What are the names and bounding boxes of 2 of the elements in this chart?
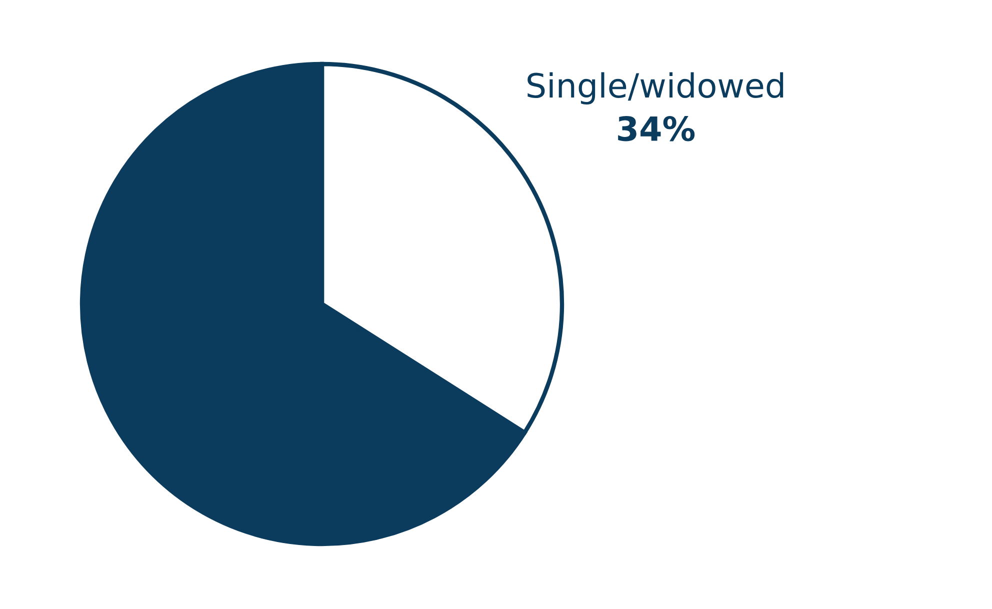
- slice-label: Single/widowed: [528, 72, 784, 104]
- data-label: 34%: [618, 116, 695, 142]
